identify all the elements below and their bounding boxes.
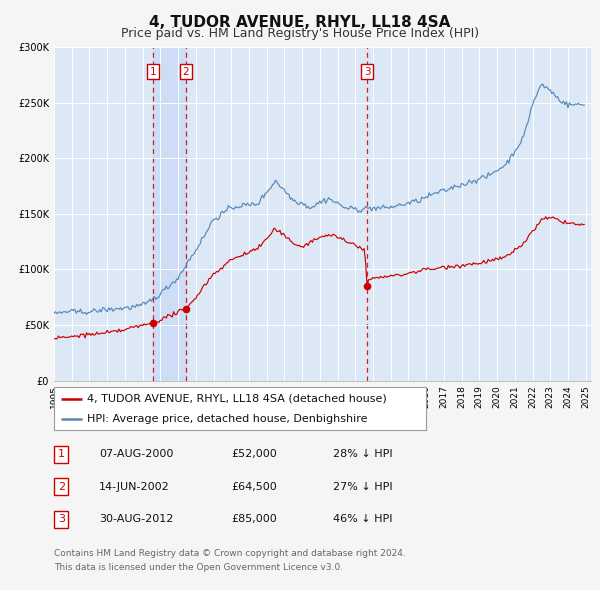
Bar [153, 47, 186, 381]
Text: 4, TUDOR AVENUE, RHYL, LL18 4SA (detached house): 4, TUDOR AVENUE, RHYL, LL18 4SA (detache… [88, 394, 387, 404]
Text: 1: 1 [58, 450, 65, 459]
Text: Price paid vs. HM Land Registry's House Price Index (HPI): Price paid vs. HM Land Registry's House … [121, 27, 479, 40]
Text: 27% ↓ HPI: 27% ↓ HPI [333, 482, 392, 491]
Text: 07-AUG-2000: 07-AUG-2000 [99, 450, 173, 459]
Text: 1: 1 [150, 67, 157, 77]
Text: £52,000: £52,000 [231, 450, 277, 459]
Text: 3: 3 [364, 67, 370, 77]
Text: 14-JUN-2002: 14-JUN-2002 [99, 482, 170, 491]
Text: 46% ↓ HPI: 46% ↓ HPI [333, 514, 392, 524]
Text: 4, TUDOR AVENUE, RHYL, LL18 4SA: 4, TUDOR AVENUE, RHYL, LL18 4SA [149, 15, 451, 30]
Text: This data is licensed under the Open Government Licence v3.0.: This data is licensed under the Open Gov… [54, 563, 343, 572]
Text: 2: 2 [183, 67, 190, 77]
Text: £64,500: £64,500 [231, 482, 277, 491]
Text: 2: 2 [58, 482, 65, 491]
Text: Contains HM Land Registry data © Crown copyright and database right 2024.: Contains HM Land Registry data © Crown c… [54, 549, 406, 558]
Text: HPI: Average price, detached house, Denbighshire: HPI: Average price, detached house, Denb… [88, 414, 368, 424]
FancyBboxPatch shape [54, 387, 426, 430]
Text: 3: 3 [58, 514, 65, 524]
Text: 28% ↓ HPI: 28% ↓ HPI [333, 450, 392, 459]
Text: £85,000: £85,000 [231, 514, 277, 524]
Text: 30-AUG-2012: 30-AUG-2012 [99, 514, 173, 524]
